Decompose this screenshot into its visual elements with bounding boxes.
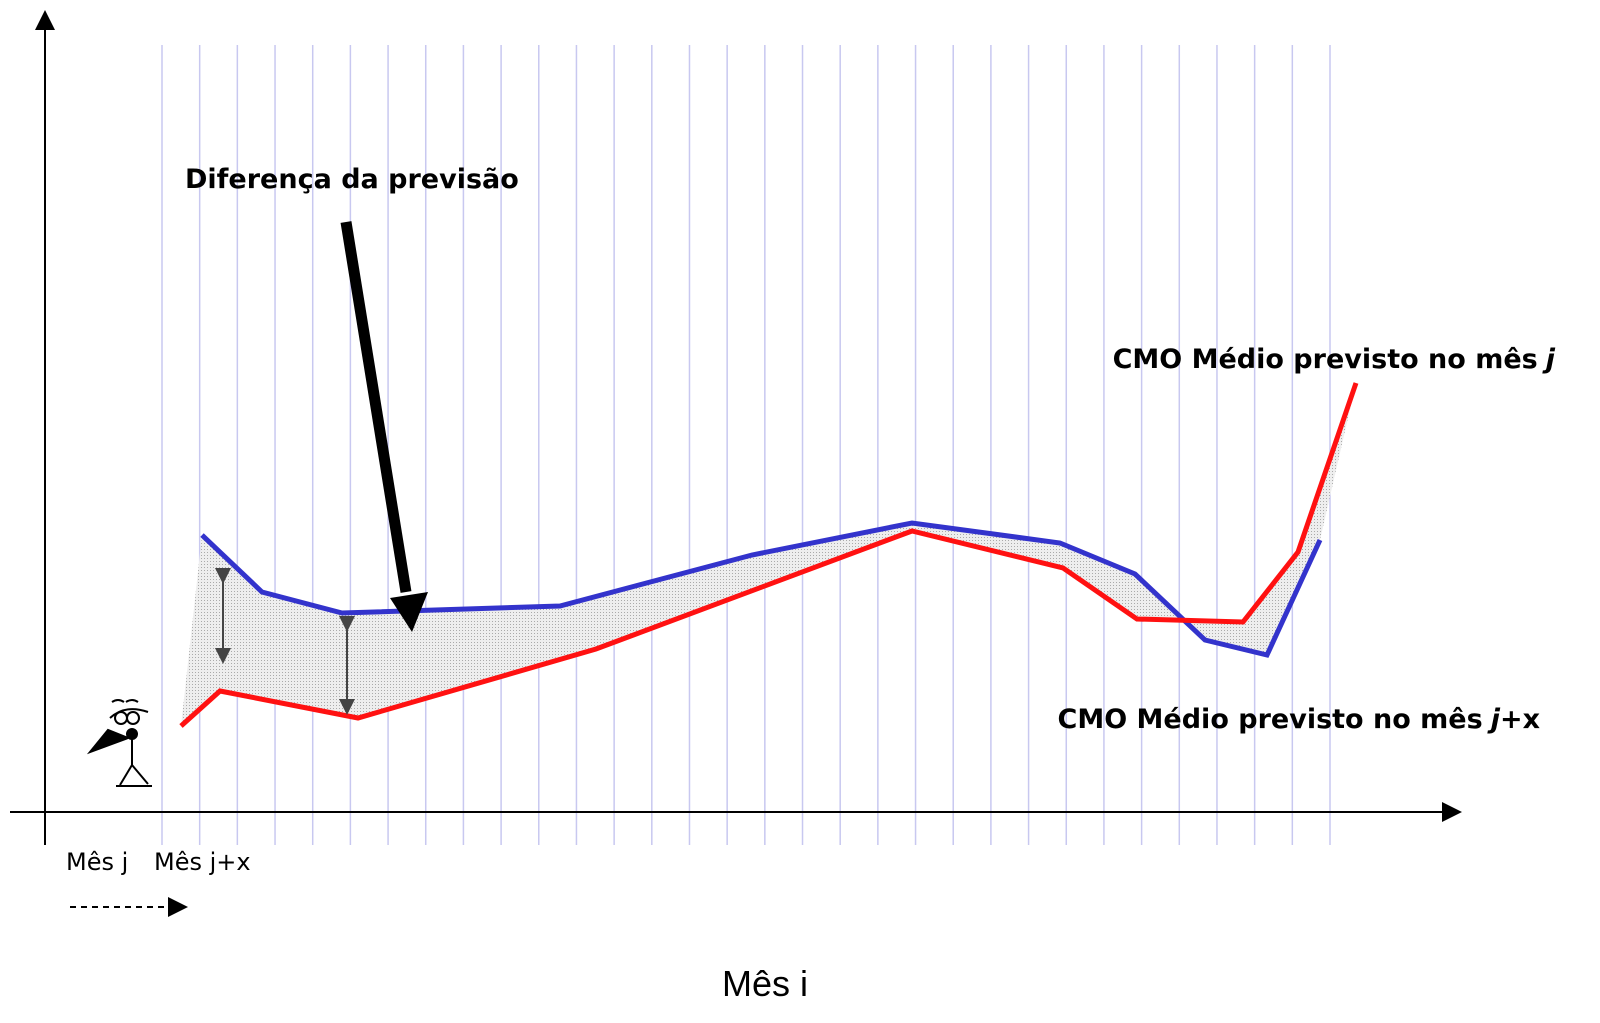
x-axis-title: Mês i xyxy=(722,963,808,1004)
series-label-emphasis: j+ xyxy=(1487,704,1523,735)
pointer-arrow-head xyxy=(390,592,428,632)
pointer-arrow xyxy=(340,221,412,593)
series-label: CMO Médio previsto no mês j+x xyxy=(1058,704,1540,735)
series-label: CMO Médio previsto no mês j xyxy=(1113,344,1556,375)
forecast-line-jx xyxy=(179,382,1359,728)
series-label-emphasis: j xyxy=(1542,344,1556,375)
cartoon-figure xyxy=(86,699,152,787)
series-label-text: CMO Médio previsto no mês xyxy=(1113,344,1538,375)
x-label: Mês j xyxy=(66,848,128,876)
series-label-suffix: x xyxy=(1523,704,1540,735)
series-label-text: CMO Médio previsto no mês xyxy=(1058,704,1483,735)
forecast-line-j xyxy=(200,520,1323,658)
grid xyxy=(161,45,1331,845)
difference-area xyxy=(181,383,1356,726)
x-label: Mês j+x xyxy=(154,848,251,876)
arrow-label: Diferença da previsão xyxy=(185,164,519,195)
